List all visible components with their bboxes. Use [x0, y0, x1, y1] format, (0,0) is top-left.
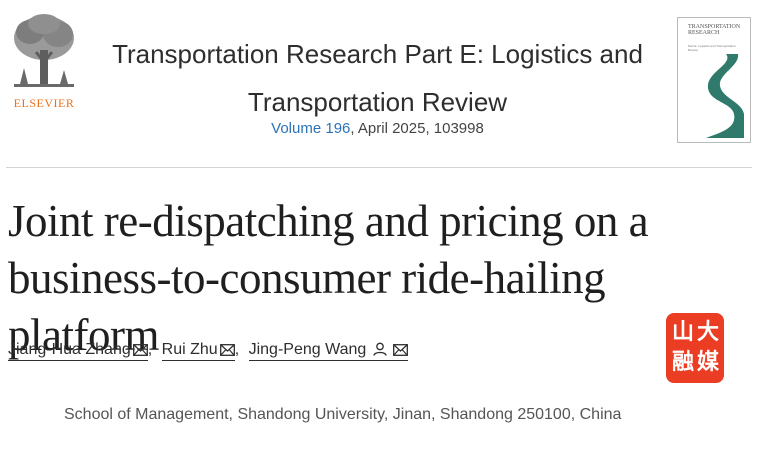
watermark-char: 大: [696, 319, 719, 344]
watermark-char: 山: [671, 319, 694, 344]
mail-icon[interactable]: [219, 344, 235, 356]
watermark-char: 媒: [696, 349, 719, 374]
issue-info: Volume 196, April 2025, 103998: [100, 120, 655, 137]
issue-date-id: , April 2025, 103998: [350, 120, 484, 137]
author-separator: ,: [234, 341, 240, 358]
author-rui-zhu[interactable]: Rui Zhu: [161, 341, 235, 361]
author-separator: ,: [147, 341, 153, 358]
author-jiang-hua-zhang[interactable]: Jiang-Hua Zhang: [8, 341, 148, 361]
volume-link[interactable]: Volume 196: [271, 120, 351, 137]
cover-title-line2: RESEARCH: [688, 30, 720, 36]
cover-title: TRANSPORTATION RESEARCH: [688, 24, 746, 36]
journal-cover[interactable]: TRANSPORTATION RESEARCH Part E: Logistic…: [677, 17, 751, 143]
journal-title-line1: Transportation Research Part E: Logistic…: [112, 39, 643, 69]
watermark-char: 融: [671, 349, 694, 374]
mail-icon[interactable]: [132, 344, 148, 356]
tree-logo-icon: [14, 14, 74, 87]
journal-title-line2: Transportation Review: [247, 87, 508, 117]
header-divider: [6, 167, 752, 168]
author-name: Jing-Peng Wang: [248, 341, 367, 358]
elsevier-wordmark: ELSEVIER: [13, 96, 75, 110]
affiliation: School of Management, Shandong Universit…: [64, 406, 622, 423]
cover-title-line1: TRANSPORTATION: [688, 24, 741, 30]
cover-subtitle: Part E: Logistics and Transportation Rev…: [688, 44, 736, 52]
article-title-line1: Joint re-dispatching and pricing on a: [8, 196, 649, 246]
article-title-line2: business-to-consumer ride-hailing platfo…: [8, 253, 606, 360]
watermark-badge: 山 大 融 媒: [666, 313, 724, 383]
article-title: Joint re-dispatching and pricing on a bu…: [8, 193, 758, 364]
journal-title[interactable]: Transportation Research Part E: Logistic…: [100, 30, 655, 126]
road-icon: [706, 54, 744, 138]
mail-icon[interactable]: [393, 344, 409, 356]
author-name: Jiang-Hua Zhang: [8, 341, 131, 358]
person-icon[interactable]: [373, 342, 387, 356]
author-jing-peng-wang[interactable]: Jing-Peng Wang: [248, 341, 409, 361]
author-list: Jiang-Hua Zhang, Rui Zhu, Jing-Peng Wang: [8, 341, 409, 361]
author-name: Rui Zhu: [161, 341, 218, 358]
elsevier-logo[interactable]: ELSEVIER: [6, 12, 82, 114]
